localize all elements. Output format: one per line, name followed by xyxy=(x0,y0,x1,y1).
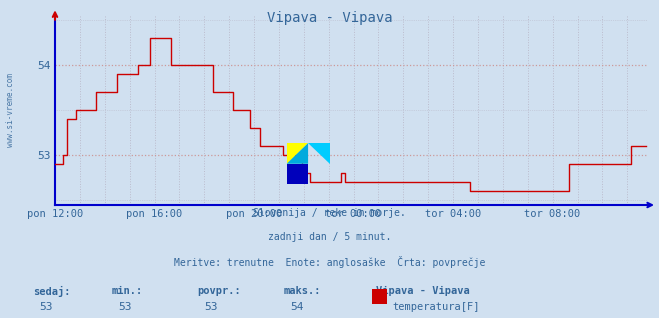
Polygon shape xyxy=(287,143,308,164)
Text: 53: 53 xyxy=(204,302,217,312)
Polygon shape xyxy=(287,164,308,184)
Text: povpr.:: povpr.: xyxy=(198,286,241,296)
Text: zadnji dan / 5 minut.: zadnji dan / 5 minut. xyxy=(268,232,391,242)
Polygon shape xyxy=(287,143,308,164)
Text: min.:: min.: xyxy=(112,286,143,296)
Text: maks.:: maks.: xyxy=(283,286,321,296)
Text: Vipava - Vipava: Vipava - Vipava xyxy=(376,286,469,296)
Text: Vipava - Vipava: Vipava - Vipava xyxy=(267,11,392,25)
Text: 53: 53 xyxy=(119,302,132,312)
Text: www.si-vreme.com: www.si-vreme.com xyxy=(6,73,15,147)
Text: Meritve: trenutne  Enote: anglosaške  Črta: povprečje: Meritve: trenutne Enote: anglosaške Črta… xyxy=(174,256,485,268)
Text: Slovenija / reke in morje.: Slovenija / reke in morje. xyxy=(253,208,406,218)
Text: 53: 53 xyxy=(40,302,53,312)
Text: 54: 54 xyxy=(290,302,303,312)
Text: temperatura[F]: temperatura[F] xyxy=(392,302,480,312)
Polygon shape xyxy=(308,143,330,164)
Text: sedaj:: sedaj: xyxy=(33,286,71,297)
